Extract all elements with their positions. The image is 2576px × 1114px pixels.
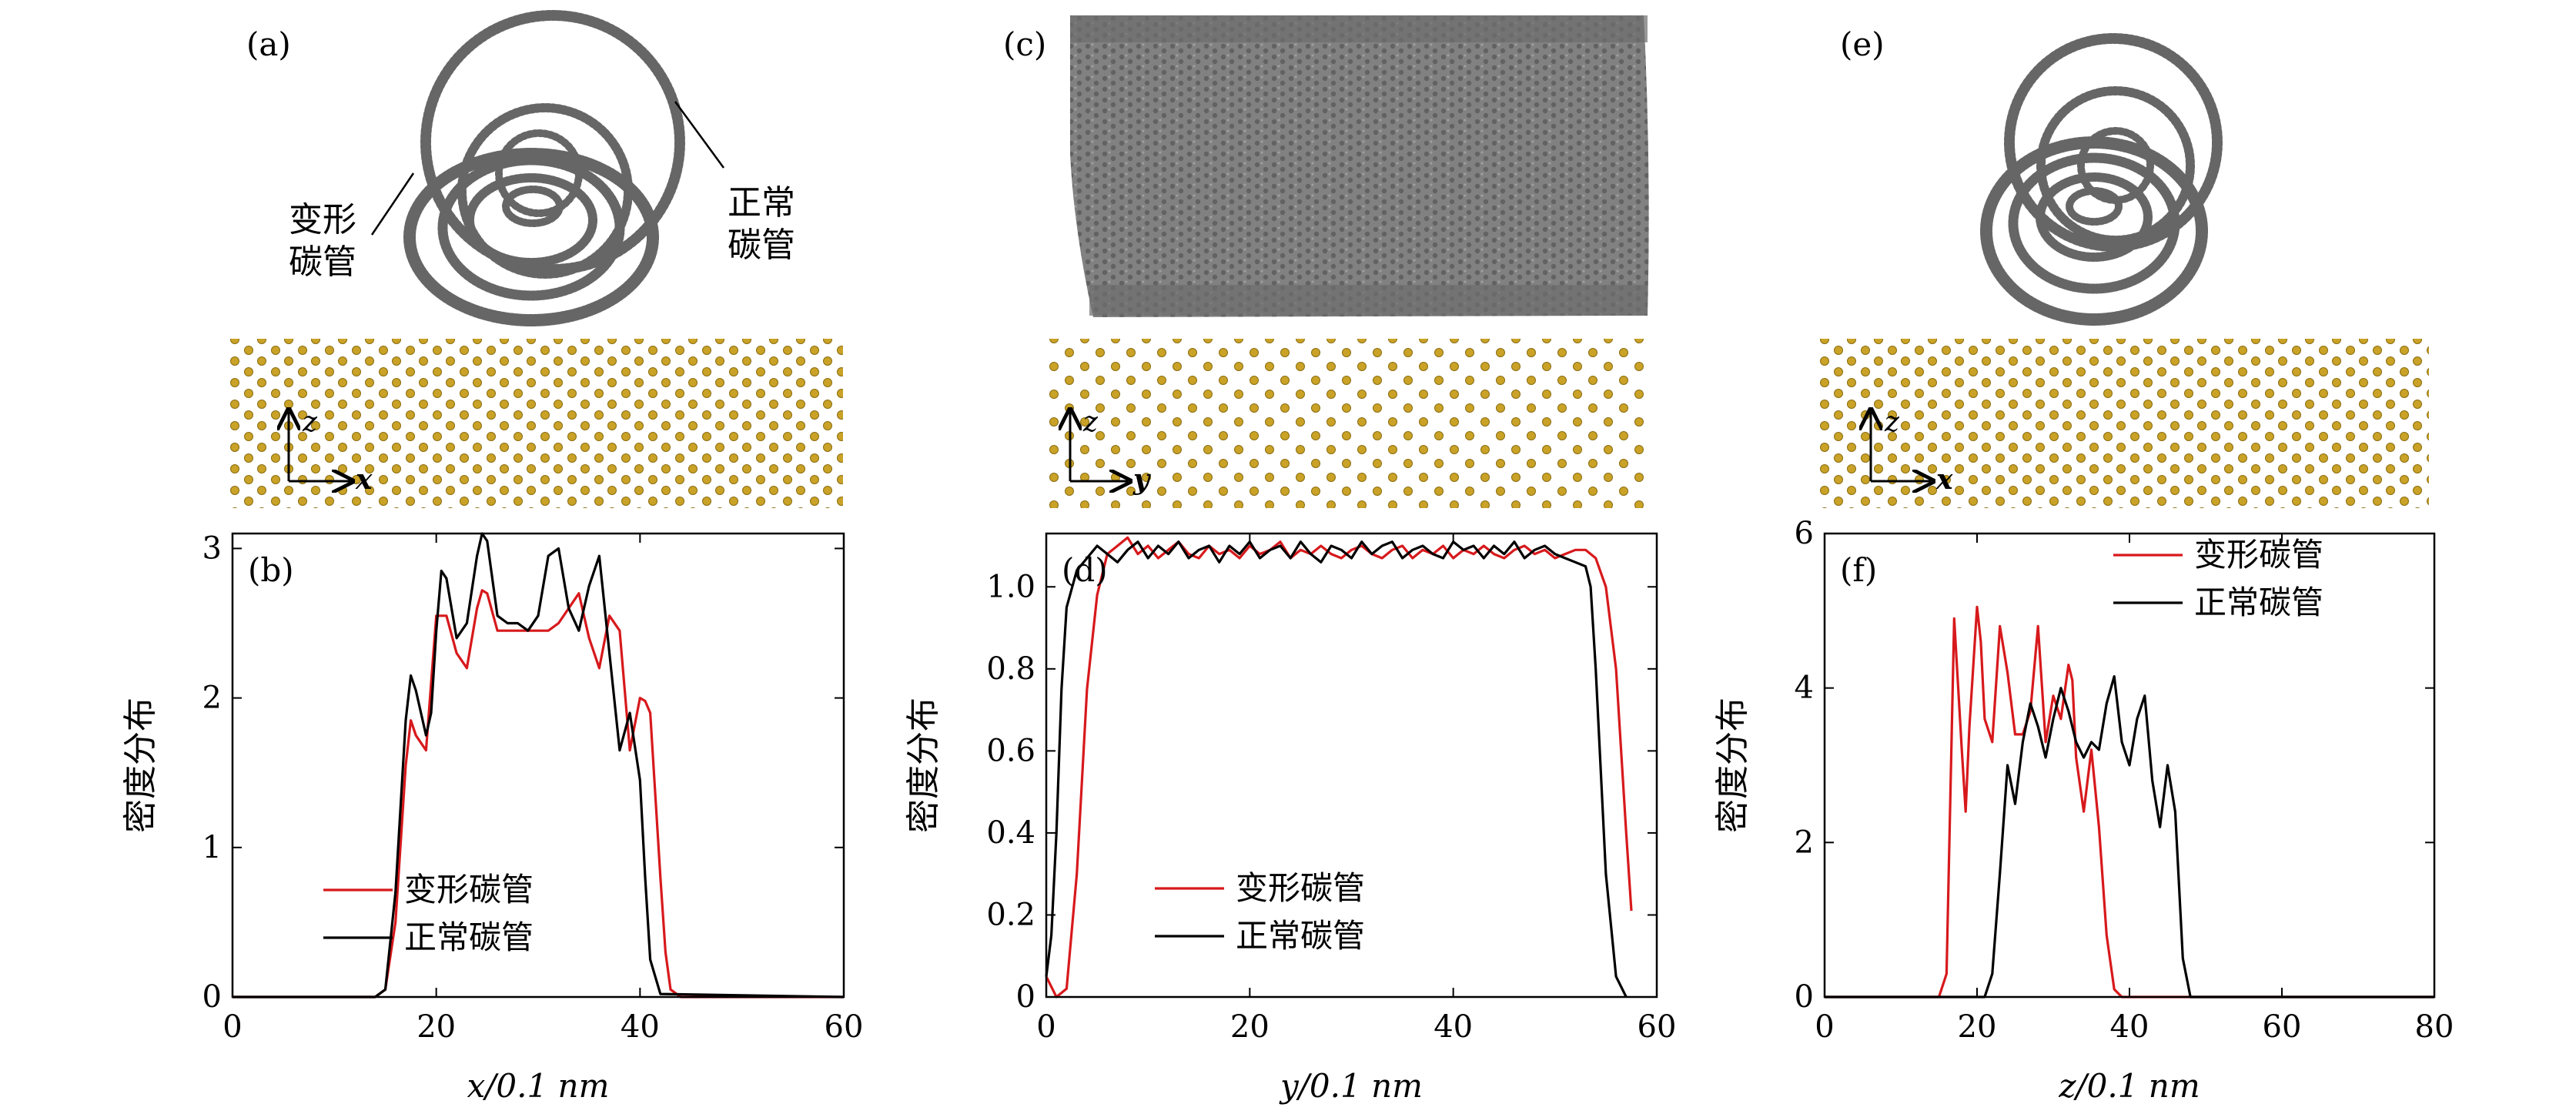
- y-tick-label: 0: [202, 979, 222, 1015]
- y-tick-label: 6: [1795, 516, 1814, 551]
- x-tick-label: 40: [1434, 1009, 1473, 1045]
- deformed-label-line1: 变形: [289, 200, 356, 239]
- panel-e: (e) z x: [1817, 25, 2429, 508]
- panel-e-label: (e): [1840, 25, 1885, 63]
- panel-c-label: (c): [1003, 25, 1046, 63]
- axes-indicator-a: z x: [289, 406, 373, 496]
- x-tick-label: 0: [222, 1009, 242, 1045]
- substrate-atoms-e: [1817, 339, 2429, 508]
- y-tick-label: 0: [1016, 979, 1035, 1015]
- chart-panel-label: (f): [1840, 551, 1877, 589]
- axis-z-label-a: z: [302, 406, 318, 438]
- series-line-deformed: [233, 589, 844, 999]
- legend-label: 正常碳管: [1236, 917, 1365, 955]
- x-tick-label: 60: [825, 1009, 864, 1045]
- nanotube-rings-a: [403, 10, 685, 326]
- normal-label-line2: 碳管: [728, 226, 795, 265]
- chart-panel-label: (d): [1062, 551, 1108, 589]
- nanotube-rings-e: [1980, 33, 2223, 326]
- x-tick-label: 20: [417, 1009, 456, 1045]
- y-tick-label: 2: [1795, 825, 1814, 860]
- series-line-deformed: [1045, 536, 1633, 999]
- panel-a-label: (a): [246, 25, 291, 63]
- panel-a: (a) 变形 碳管 正常 碳管 z x: [227, 10, 843, 508]
- y-tick-label: 0: [1795, 979, 1814, 1015]
- y-tick-label: 4: [1795, 671, 1814, 706]
- axis-z-label-c: z: [1082, 406, 1099, 438]
- axis-x-label-a: x: [355, 463, 373, 496]
- deformed-label-line2: 碳管: [289, 243, 356, 282]
- deformed-pointer-line: [370, 172, 415, 236]
- substrate-atoms-c: [1045, 339, 1645, 508]
- legend-label: 变形碳管: [404, 871, 534, 908]
- panel-c: (c) z y: [1003, 15, 1649, 508]
- plot-frame: [1045, 532, 1658, 999]
- x-tick-label: 60: [2263, 1009, 2302, 1045]
- axis-x-label-e: x: [1935, 463, 1953, 496]
- axes-indicator-c: z y: [1070, 406, 1151, 496]
- y-tick-label: 0.4: [986, 815, 1035, 851]
- x-tick-label: 0: [1036, 1009, 1055, 1045]
- series-line-normal: [1045, 540, 1628, 998]
- legend-label: 变形碳管: [1236, 869, 1365, 907]
- y-axis-label: 密度分布: [1713, 698, 1752, 833]
- series-line-normal: [233, 532, 845, 999]
- axis-y-label-c: y: [1132, 463, 1151, 496]
- y-tick-label: 0.8: [986, 651, 1035, 687]
- series-line-deformed: [1825, 605, 2434, 999]
- substrate-atoms-a: [227, 339, 843, 508]
- legend-label: 变形碳管: [2194, 536, 2323, 574]
- y-tick-label: 3: [202, 530, 222, 566]
- x-axis-label: y/0.1 nm: [1279, 1067, 1423, 1105]
- x-tick-label: 20: [1958, 1009, 1997, 1045]
- x-tick-label: 20: [1230, 1009, 1270, 1045]
- x-tick-label: 60: [1638, 1009, 1677, 1045]
- axis-z-label-e: z: [1884, 406, 1900, 438]
- x-tick-label: 40: [2110, 1009, 2149, 1045]
- normal-pointer-line: [674, 101, 725, 169]
- plot-frame: [231, 532, 845, 999]
- x-tick-label: 0: [1815, 1009, 1834, 1045]
- chart-panel-label: (b): [248, 551, 294, 589]
- x-tick-label: 80: [2415, 1009, 2454, 1045]
- axes-indicator-e: z x: [1871, 406, 1953, 496]
- y-tick-label: 2: [202, 681, 222, 716]
- y-tick-label: 0.6: [986, 733, 1035, 768]
- y-tick-label: 1.0: [986, 569, 1035, 604]
- x-axis-label: x/0.1 nm: [467, 1067, 610, 1105]
- y-tick-label: 1: [202, 830, 222, 865]
- normal-label-line1: 正常: [728, 183, 795, 222]
- tube-top-edge: [1070, 15, 1648, 42]
- nanotube-side-view: [1070, 15, 1649, 317]
- y-tick-label: 0.2: [986, 897, 1035, 932]
- x-axis-label: z/0.1 nm: [2058, 1067, 2200, 1105]
- y-axis-label: 密度分布: [904, 698, 943, 833]
- tube-bottom-edge: [1089, 285, 1648, 316]
- chart-d: 0 20 40 60 0 0.2 0.4 0.6 0.8 1.0 (d) y/0.1 nm 密度分布变形…: [904, 532, 1677, 1105]
- y-axis-label: 密度分布: [121, 698, 160, 833]
- x-tick-label: 40: [621, 1009, 660, 1045]
- legend-label: 正常碳管: [404, 918, 534, 956]
- series-line-normal: [1825, 674, 2434, 999]
- legend-label: 正常碳管: [2194, 584, 2323, 621]
